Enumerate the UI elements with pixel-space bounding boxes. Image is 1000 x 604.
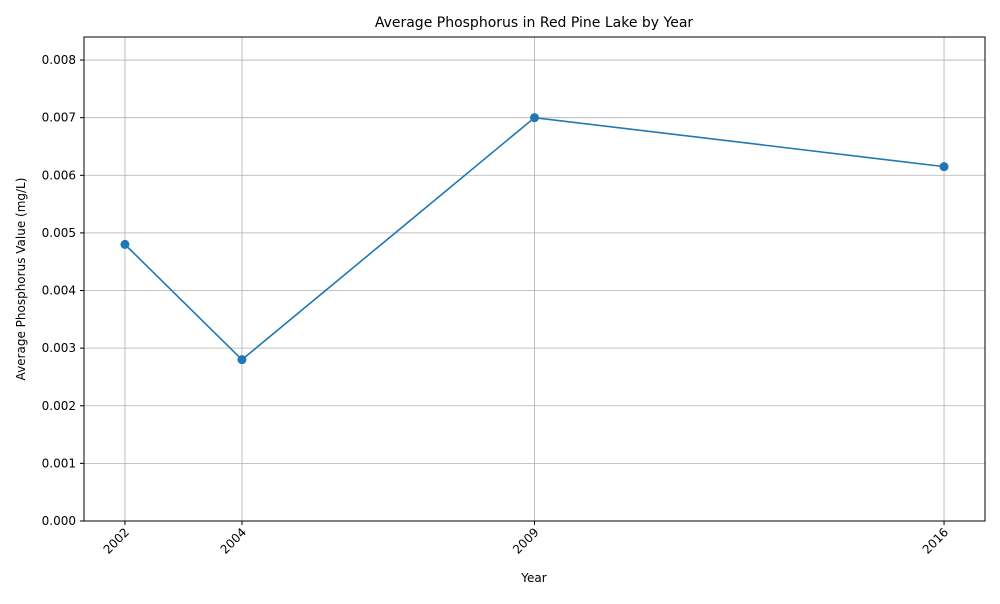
y-axis-label: Average Phosphorus Value (mg/L): [14, 178, 28, 381]
y-tick-label-6: 0.006: [42, 168, 76, 182]
x-tick-label-3: 2016: [920, 525, 951, 556]
chart-title: Average Phosphorus in Red Pine Lake by Y…: [375, 15, 694, 31]
data-point-2: [530, 113, 539, 123]
y-tick-label-5: 0.005: [42, 226, 76, 240]
series: [120, 113, 949, 365]
x-tick-label-1: 2004: [218, 525, 249, 556]
data-point-0: [120, 239, 130, 249]
y-tick-label-3: 0.003: [42, 341, 76, 355]
y-tick-label-1: 0.001: [42, 456, 76, 470]
y-tick-label-7: 0.007: [42, 111, 76, 125]
series-line-0: [124, 116, 945, 361]
y-tick-label-0: 0.000: [42, 514, 76, 528]
labels: Average Phosphorus in Red Pine Lake by Y…: [14, 15, 693, 585]
x-axis-label: Year: [520, 571, 546, 585]
data-point-1: [237, 355, 247, 365]
y-tick-label-8: 0.008: [42, 53, 76, 67]
x-tick-label-0: 2002: [101, 525, 132, 556]
x-tick-label-2: 2009: [510, 525, 541, 556]
grid: [84, 37, 985, 522]
axes: 0.000 0.001 0.002 0.003 0.004 0.005 0.006 0.007…: [42, 36, 986, 557]
y-tick-label-2: 0.002: [42, 399, 76, 413]
y-tick-label-4: 0.004: [42, 284, 76, 298]
data-point-3: [939, 162, 949, 172]
